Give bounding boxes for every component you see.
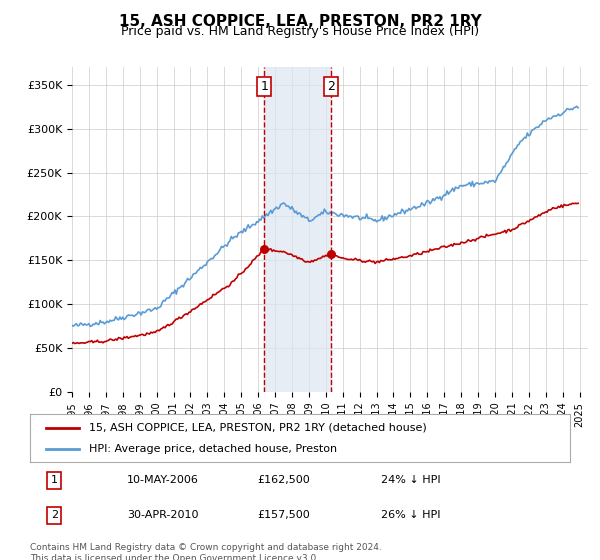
Text: Contains HM Land Registry data © Crown copyright and database right 2024.
This d: Contains HM Land Registry data © Crown c… [30,543,382,560]
Bar [264,67,331,392]
Text: HPI: Average price, detached house, Preston: HPI: Average price, detached house, Pres… [89,444,338,454]
Text: 1: 1 [260,80,268,93]
Text: 24% ↓ HPI: 24% ↓ HPI [381,475,440,485]
Point [326,249,336,258]
Text: 1: 1 [51,475,58,485]
Text: 30-APR-2010: 30-APR-2010 [127,510,199,520]
Text: 15, ASH COPPICE, LEA, PRESTON, PR2 1RY: 15, ASH COPPICE, LEA, PRESTON, PR2 1RY [119,14,481,29]
Text: Price paid vs. HM Land Registry's House Price Index (HPI): Price paid vs. HM Land Registry's House … [121,25,479,38]
Text: 2: 2 [328,80,335,93]
Text: £157,500: £157,500 [257,510,310,520]
Point [259,245,269,254]
Text: £162,500: £162,500 [257,475,310,485]
Text: 15, ASH COPPICE, LEA, PRESTON, PR2 1RY (detached house): 15, ASH COPPICE, LEA, PRESTON, PR2 1RY (… [89,423,427,433]
Text: 26% ↓ HPI: 26% ↓ HPI [381,510,440,520]
Text: 10-MAY-2006: 10-MAY-2006 [127,475,199,485]
Text: 2: 2 [51,510,58,520]
